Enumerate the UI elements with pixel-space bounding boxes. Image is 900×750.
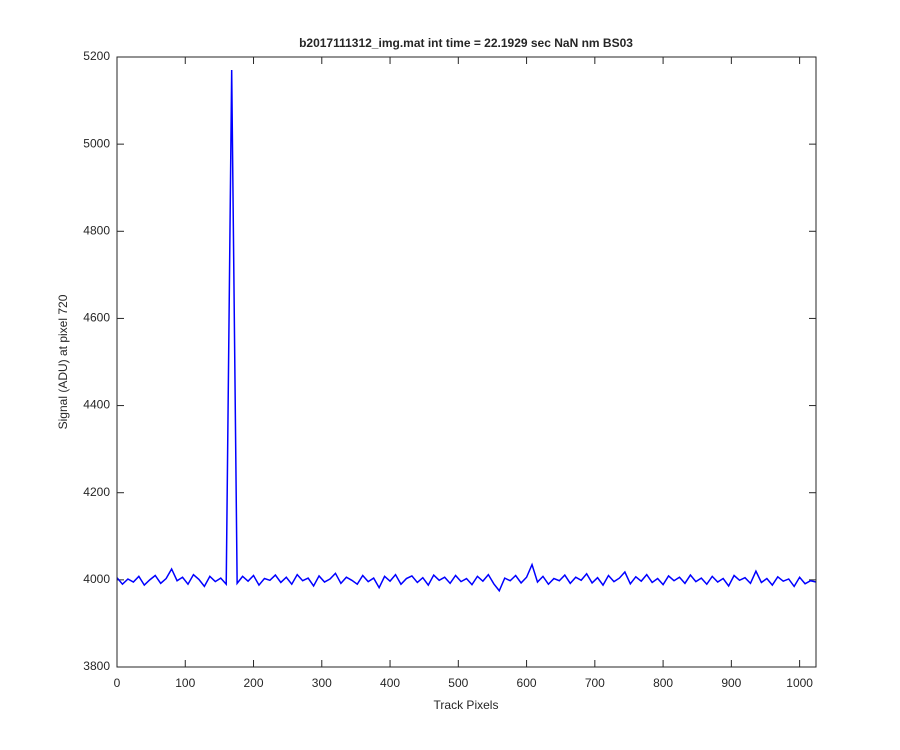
x-tick-label: 800 [653,676,673,690]
plot-frame [116,56,817,668]
x-tick-label: 1000 [786,676,813,690]
x-tick-label: 900 [721,676,741,690]
y-tick-label: 4200 [83,485,110,499]
y-tick-label: 4600 [83,311,110,325]
x-tick-label: 700 [585,676,605,690]
x-axis-label: Track Pixels [434,698,499,712]
x-tick-label: 200 [244,676,264,690]
x-tick-label: 600 [517,676,537,690]
chart-title: b2017111312_img.mat int time = 22.1929 s… [299,36,633,50]
y-tick-label: 5000 [83,136,110,150]
y-tick-label: 4800 [83,223,110,237]
x-tick-label: 0 [114,676,121,690]
data-line [116,70,817,593]
y-tick-label: 5200 [83,49,110,63]
x-tick-label: 300 [312,676,332,690]
y-tick-label: 4400 [83,398,110,412]
x-tick-label: 400 [380,676,400,690]
y-tick-label: 4000 [83,572,110,586]
x-tick-label: 500 [448,676,468,690]
y-axis-label: Signal (ADU) at pixel 720 [56,294,70,429]
x-tick-label: 100 [175,676,195,690]
y-tick-label: 3800 [83,659,110,673]
